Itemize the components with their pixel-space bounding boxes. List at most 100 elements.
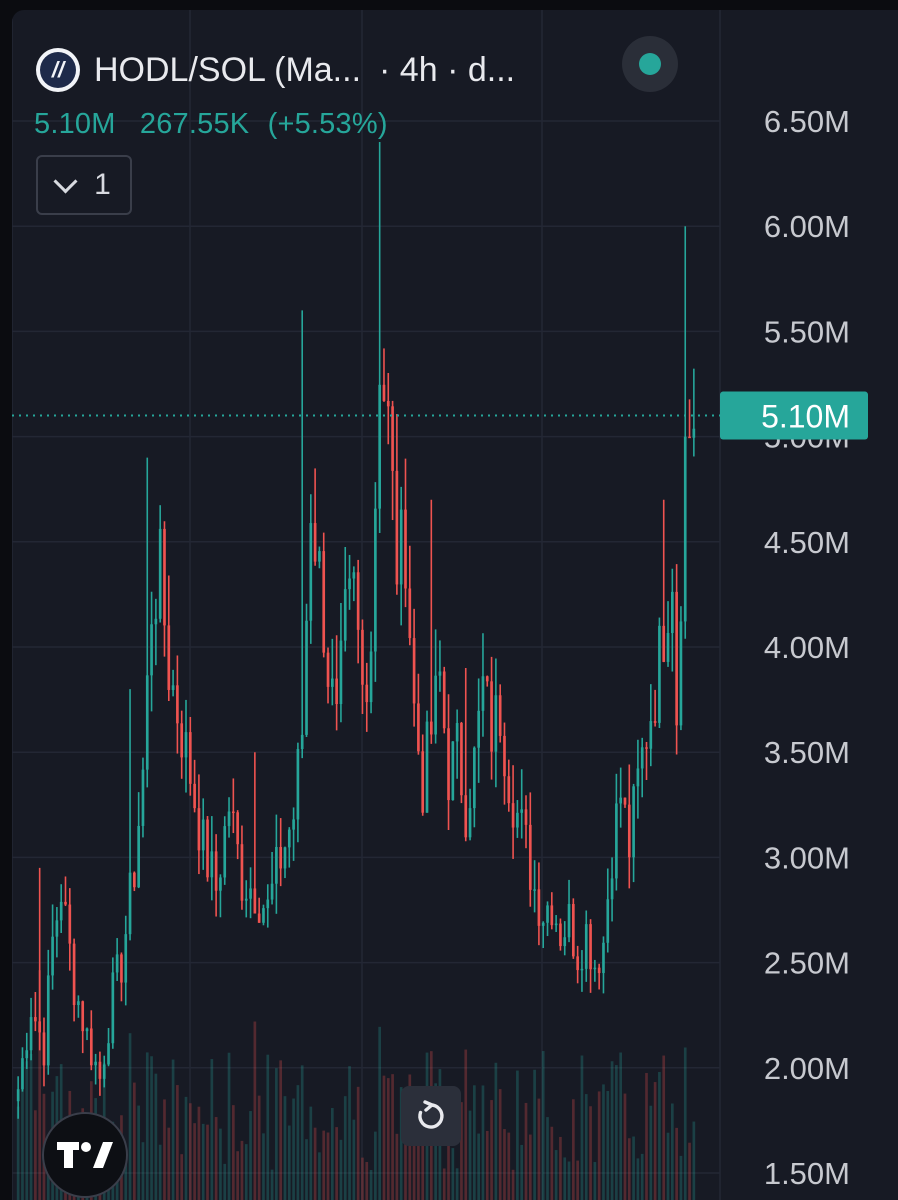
volume-bar [348,1066,351,1200]
candle-body [236,812,239,845]
volume-bar [460,1102,463,1200]
price-tick-label: 3.50M [764,735,850,770]
volume-bar [606,1091,610,1200]
volume-bar [326,1132,330,1200]
candle-body [326,652,330,687]
candle-body [615,803,618,879]
market-status-indicator[interactable] [622,36,678,92]
indicator-toggle-button[interactable]: 1 [36,155,132,215]
volume-bar [666,1132,670,1200]
grid-layer [12,10,721,1200]
candle-body [94,1061,97,1066]
volume-bar [602,1084,605,1200]
candle-body [305,620,308,735]
chart-panel[interactable]: 1.50M2.00M2.50M3.00M3.50M4.00M4.50M5.00M… [12,10,898,1200]
volume-bar [455,1168,459,1200]
volume-bar [16,1106,20,1200]
reset-chart-button[interactable] [401,1086,461,1146]
price-tick-label: 2.50M [764,946,850,981]
candle-body [395,470,399,585]
candle-body [81,1001,85,1032]
candle-body [227,811,231,827]
volume-bar [124,1157,128,1200]
volume-bar [137,1105,140,1200]
volume-bar [533,1069,536,1200]
volume-bar [580,1055,584,1200]
volume-bar [330,1108,334,1200]
price-info: 5.10M 267.55K (+5.53%) [34,108,388,141]
volume-bar [404,1123,407,1200]
candle-body [184,732,188,758]
candle-body [352,572,356,579]
volume-bar [188,1103,192,1200]
volume-bar [133,1082,136,1200]
volume-bar [369,1169,373,1200]
volume-bar [559,1136,562,1200]
candle-body [21,1058,24,1090]
interval-label[interactable]: · 4h · d... [379,50,516,89]
candlestick-chart[interactable]: 1.50M2.00M2.50M3.00M3.50M4.00M4.50M5.00M… [12,10,898,1200]
volume-bar [399,1087,403,1200]
hodl-logo-icon: // [36,48,80,92]
volume-bar [649,1105,653,1200]
candle-body [520,809,524,813]
volume-bar [176,1085,179,1200]
volume-bar [352,1119,356,1200]
candle-body [602,942,605,974]
candle-body [464,795,468,838]
candle-body [412,638,416,704]
volume-bar [240,1140,244,1200]
volume-bar [619,1052,623,1200]
candle-body [89,1028,93,1066]
volume-bar [145,1052,149,1200]
candle-body [343,589,347,641]
volume-bar [25,1061,29,1200]
candle-body [313,523,317,562]
candle-body [533,889,536,891]
volume-bar [335,1127,338,1200]
volume-bar [546,1117,549,1200]
volume-bar [318,1152,321,1200]
indicator-count: 1 [94,168,111,201]
candle-body [554,923,558,926]
candle-body [559,923,562,947]
candle-body [292,819,295,830]
candle-body [330,678,334,687]
volume-bar [498,1089,502,1200]
price-change-percent: (+5.53%) [267,108,388,140]
volume-bar [305,1139,308,1200]
candle-body [576,956,579,971]
volume-bar [322,1130,326,1200]
candle-body [378,384,382,509]
candle-body [589,924,592,970]
candle-body [567,904,571,938]
candle-body [455,723,459,742]
volume-bar [412,1128,416,1200]
volume-bar [227,1052,231,1200]
price-axis[interactable]: 1.50M2.00M2.50M3.00M3.50M4.00M4.50M5.00M… [12,104,868,1191]
symbol-header[interactable]: // HODL/SOL (Ma... · 4h · d... [36,48,515,92]
volume-bar [283,1096,287,1200]
candle-body [610,878,614,900]
volume-bar [683,1047,687,1200]
symbol-label[interactable]: HODL/SOL (Ma... [94,50,362,89]
price-tick-label: 6.00M [764,209,850,244]
volume-bar [150,1056,153,1200]
candle-body [550,905,554,926]
candle-body [154,618,158,625]
volume-bar [163,1099,166,1200]
volume-bar [313,1127,317,1200]
volume-bar [658,1072,661,1200]
candle-body [528,824,532,890]
candle-body [404,509,407,589]
volume-bar [576,1160,579,1200]
price-tick-label: 4.00M [764,630,850,665]
tradingview-logo-icon[interactable] [42,1112,128,1198]
candle-body [180,723,184,758]
price-change: 267.55K [139,108,250,140]
candle-body [649,721,653,749]
volume-bar [610,1061,614,1200]
candle-body [77,1001,80,1006]
volume-bar [653,1082,657,1200]
volume-bar [442,1168,446,1200]
